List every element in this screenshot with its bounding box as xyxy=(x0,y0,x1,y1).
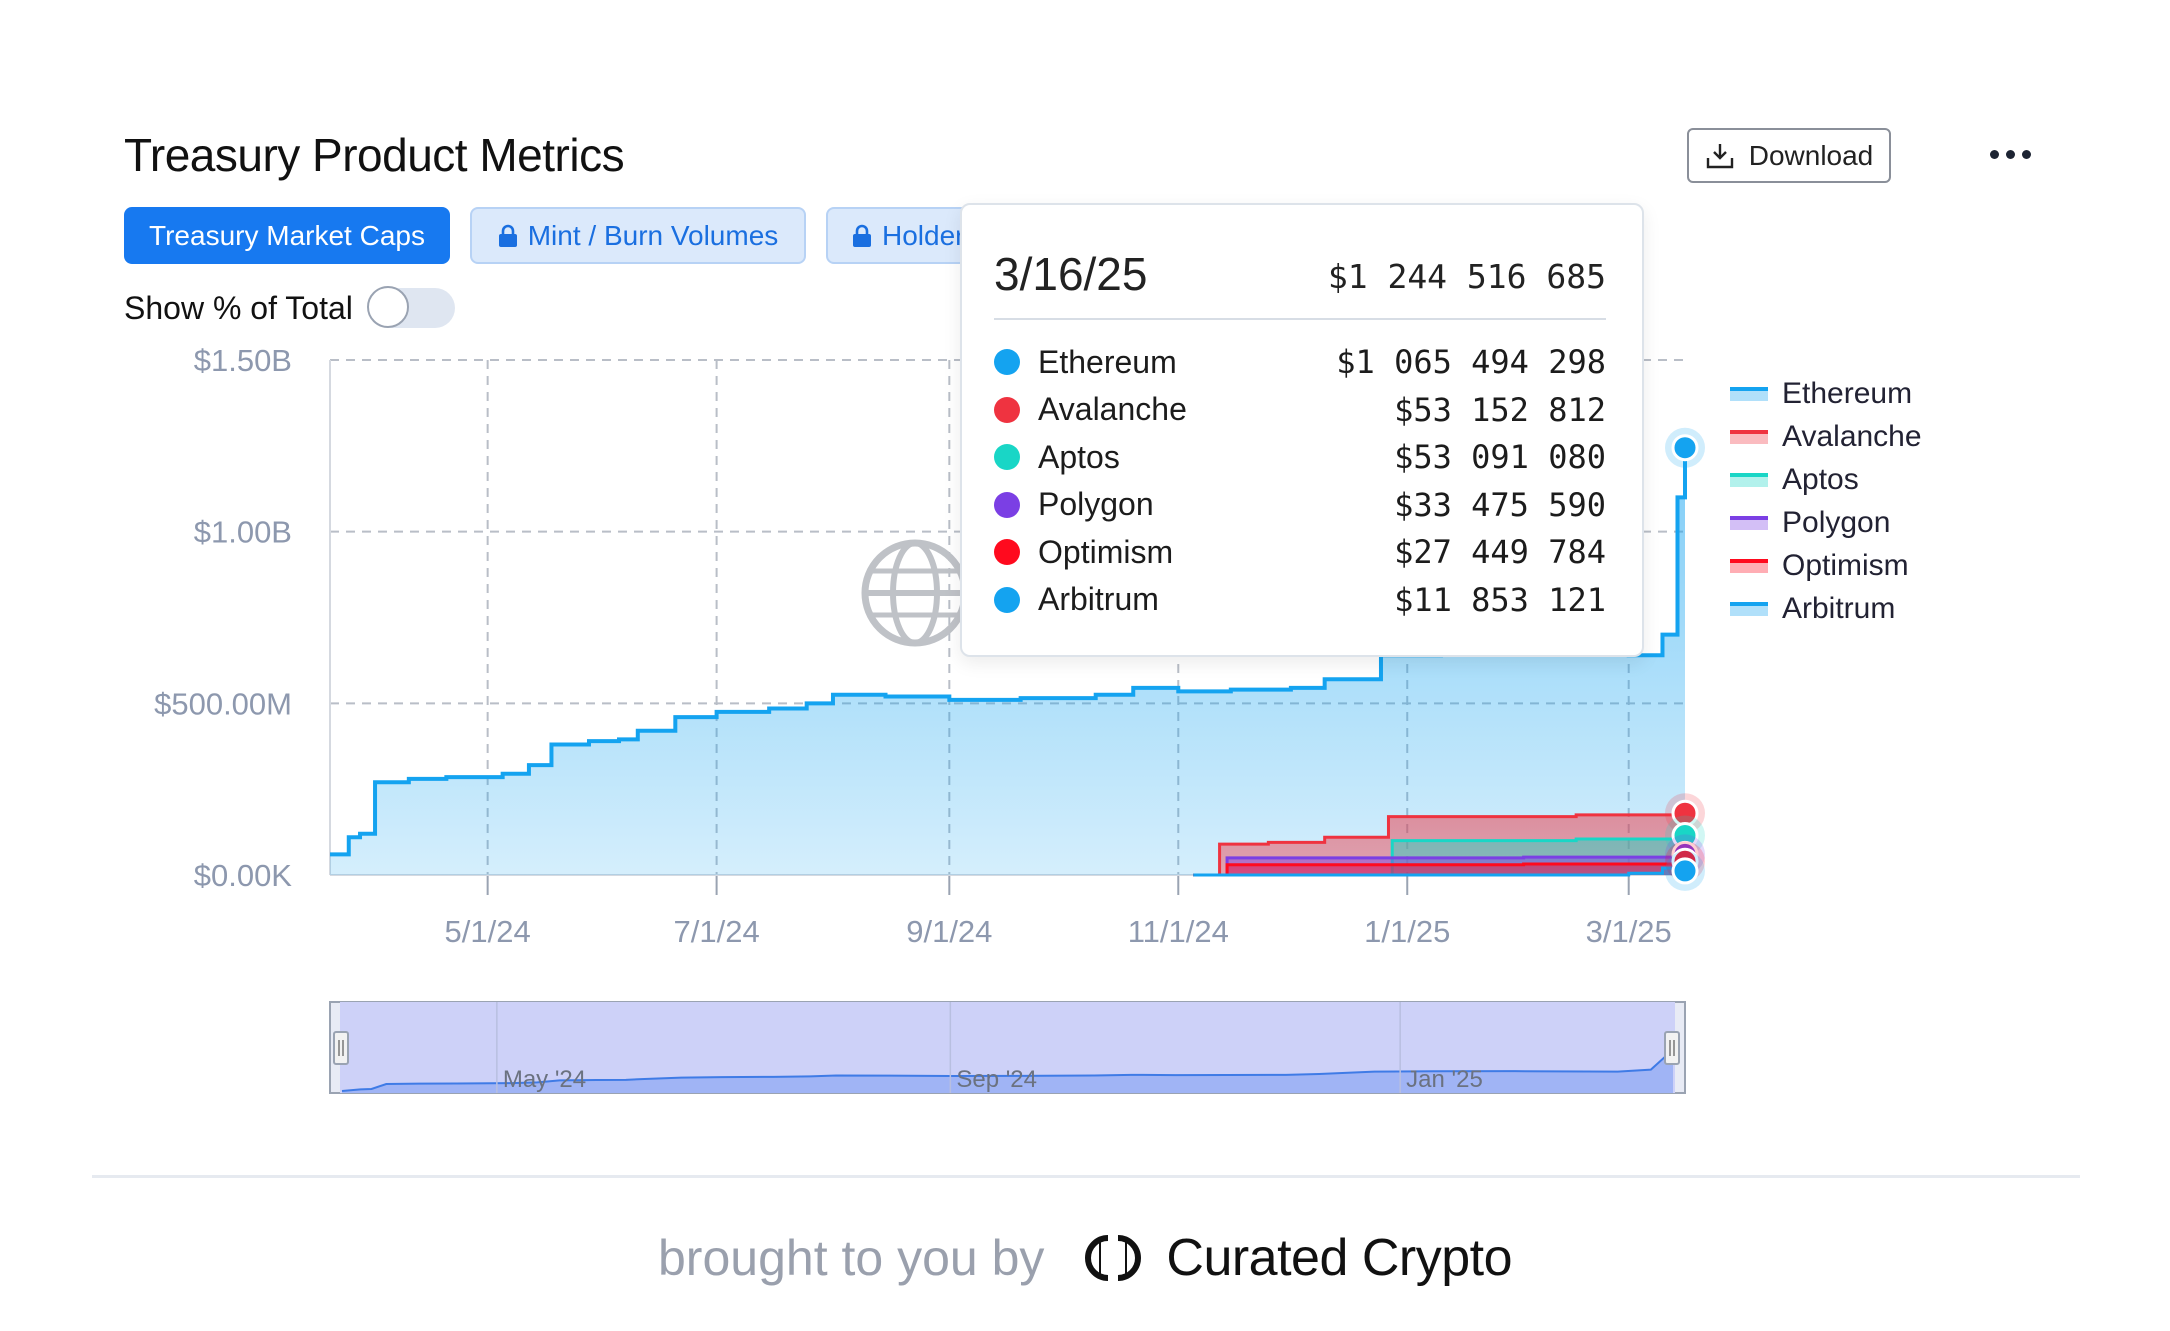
y-tick-label: $1.50B xyxy=(194,343,292,378)
legend-item[interactable]: Arbitrum xyxy=(1730,589,1895,629)
legend-swatch xyxy=(1730,602,1768,616)
navigator-label: May '24 xyxy=(503,1066,586,1093)
legend-swatch xyxy=(1730,430,1768,444)
tooltip-series-value: $53 091 080 xyxy=(1394,438,1606,476)
tooltip-row: Polygon $33 475 590 xyxy=(994,482,1606,528)
tooltip-series-value: $33 475 590 xyxy=(1394,485,1606,524)
legend-item[interactable]: Optimism xyxy=(1730,546,1909,586)
tooltip-row: Optimism $27 449 784 xyxy=(994,529,1606,575)
tab-label: Treasury Market Caps xyxy=(149,219,425,251)
legend-swatch xyxy=(1730,387,1768,401)
series-dot-icon xyxy=(994,539,1020,565)
legend-label: Arbitrum xyxy=(1782,592,1896,625)
tooltip-divider xyxy=(994,318,1606,320)
footer-brand: Curated Crypto xyxy=(1166,1229,1512,1287)
navigator-label: Jan '25 xyxy=(1406,1066,1483,1093)
navigator-handle[interactable] xyxy=(333,1031,349,1065)
download-button[interactable]: Download xyxy=(1687,128,1891,183)
series-dot-icon xyxy=(994,396,1020,423)
chart-tooltip: 3/16/25 $1 244 516 685 Ethereum $1 065 49… xyxy=(960,203,1644,657)
percent-toggle-row: Show % of Total xyxy=(124,286,455,328)
series-dot-icon xyxy=(994,444,1020,470)
legend-swatch xyxy=(1730,473,1768,487)
lock-icon xyxy=(498,224,517,247)
tooltip-series-name: Avalanche xyxy=(1038,391,1187,427)
x-tick-label: 9/1/24 xyxy=(906,914,992,949)
series-area-ethereum xyxy=(330,447,1685,875)
legend-label: Optimism xyxy=(1782,549,1909,582)
x-tick-label: 3/1/25 xyxy=(1586,914,1672,949)
legend-label: Avalanche xyxy=(1782,420,1922,453)
tooltip-series-value: $27 449 784 xyxy=(1394,533,1606,571)
curated-crypto-logo xyxy=(1085,1235,1142,1281)
percent-of-total-toggle[interactable] xyxy=(366,286,455,328)
tooltip-series-name: Aptos xyxy=(1038,438,1120,475)
navigator-series-line xyxy=(341,1050,1674,1092)
legend-item[interactable]: Avalanche xyxy=(1730,417,1922,457)
navigator-label: Sep '24 xyxy=(956,1066,1037,1093)
tooltip-row: Avalanche $53 152 812 xyxy=(994,387,1606,433)
toggle-label: Show % of Total xyxy=(124,289,353,326)
download-icon xyxy=(1706,143,1733,168)
x-tick-label: 1/1/25 xyxy=(1364,914,1450,949)
footer-prefix: brought to you by xyxy=(658,1230,1045,1286)
legend-swatch xyxy=(1730,516,1768,530)
legend-label: Polygon xyxy=(1782,506,1891,539)
footer-divider xyxy=(92,1175,2080,1178)
legend-item[interactable]: Aptos xyxy=(1730,460,1859,500)
tab-mint-burn-volumes[interactable]: Mint / Burn Volumes xyxy=(470,207,806,264)
tab-holders[interactable]: Holders xyxy=(826,207,986,264)
tooltip-row: Arbitrum $11 853 121 xyxy=(994,577,1606,623)
hover-marker-ethereum xyxy=(1671,434,1699,462)
tab-treasury-market-caps[interactable]: Treasury Market Caps xyxy=(124,207,450,264)
tooltip-total: $1 244 516 685 xyxy=(1327,257,1606,296)
footer: brought to you by Curated Crypto xyxy=(0,1228,2170,1288)
tooltip-series-name: Polygon xyxy=(1038,486,1154,522)
y-tick-label: $0.00K xyxy=(194,858,293,893)
hover-marker-arbitrum xyxy=(1671,857,1699,885)
tooltip-series-value: $53 152 812 xyxy=(1394,390,1606,429)
x-tick-label: 11/1/24 xyxy=(1128,914,1229,949)
tooltip-series-value: $1 065 494 298 xyxy=(1336,343,1606,381)
y-tick-label: $500.00M xyxy=(154,686,292,721)
legend-item[interactable]: Ethereum xyxy=(1730,374,1912,414)
navigator-series-area xyxy=(342,1051,1673,1093)
more-options-icon[interactable] xyxy=(1985,134,2035,174)
series-line-avalanche xyxy=(1193,813,1687,877)
download-label: Download xyxy=(1748,139,1874,171)
series-dot-icon xyxy=(994,349,1020,375)
page-title: Treasury Product Metrics xyxy=(124,129,625,181)
tab-label: Mint / Burn Volumes xyxy=(527,219,779,251)
navigator-handle[interactable] xyxy=(1664,1031,1680,1065)
y-tick-label: $1.00B xyxy=(194,515,292,550)
tooltip-row: Ethereum $1 065 494 298 xyxy=(994,339,1606,385)
series-dot-icon xyxy=(994,586,1020,613)
legend-label: Ethereum xyxy=(1782,377,1913,410)
x-tick-label: 5/1/24 xyxy=(445,914,531,949)
tooltip-series-value: $11 853 121 xyxy=(1394,580,1606,619)
lock-icon xyxy=(853,224,871,247)
tooltip-series-name: Ethereum xyxy=(1038,343,1177,380)
tooltip-date: 3/16/25 xyxy=(994,248,1148,300)
x-tick-label: 7/1/24 xyxy=(674,914,760,949)
tooltip-series-name: Arbitrum xyxy=(1038,581,1159,617)
legend-label: Aptos xyxy=(1782,463,1859,496)
legend-item[interactable]: Polygon xyxy=(1730,503,1890,543)
tooltip-series-name: Optimism xyxy=(1038,533,1174,570)
series-dot-icon xyxy=(994,491,1020,518)
legend-swatch xyxy=(1730,559,1768,573)
tooltip-row: Aptos $53 091 080 xyxy=(994,434,1606,480)
